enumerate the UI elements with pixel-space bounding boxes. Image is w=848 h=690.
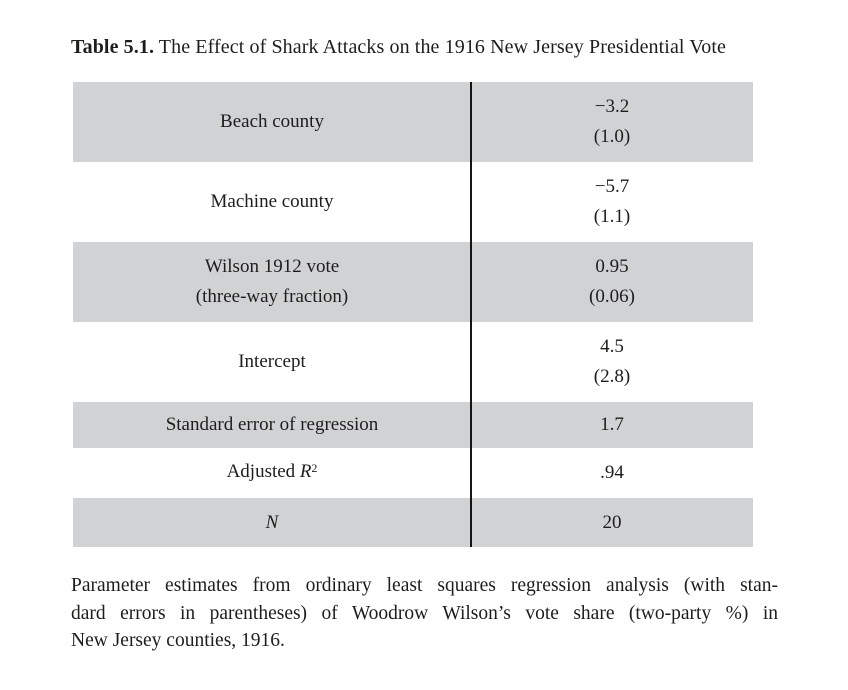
table-footnote: Parameter estimates from ordinary least … [71, 572, 778, 655]
label-text: N [265, 511, 279, 533]
row-value-line: (1.0) [593, 126, 631, 147]
row-label-line: Intercept [238, 347, 306, 377]
label-text: Machine county [210, 191, 334, 212]
table-row: Adjusted R2 .94 [73, 448, 753, 498]
table-row: N 20 [73, 498, 753, 547]
label-text: 2 [311, 461, 318, 475]
row-label-cell: Beach county [73, 82, 471, 162]
row-label-line: Machine county [211, 187, 334, 217]
label-text: Beach county [220, 111, 324, 132]
table-row: Standard error of regression 1.7 [73, 402, 753, 448]
row-label-line: Standard error of regression [166, 410, 379, 440]
row-value-line: 1.7 [600, 414, 624, 435]
footnote-line-2: dard errors in parentheses) of Woodrow W… [71, 602, 778, 624]
label-text: Adjusted [226, 461, 300, 482]
row-label-line: Beach county [220, 107, 324, 137]
row-value-cell: .94 [471, 448, 753, 498]
table-caption-number: Table 5.1. [71, 36, 155, 58]
label-text: (three-way fraction) [195, 286, 349, 307]
row-label-cell: N [73, 498, 471, 547]
row-label-cell: Adjusted R2 [73, 448, 471, 498]
row-value-line: 4.5 [600, 336, 624, 357]
table-rows: Beach county −3.2 (1.0) Machine county −5.7 (… [73, 82, 753, 547]
row-value-cell: 0.95 (0.06) [471, 242, 753, 322]
label-text: R [299, 461, 312, 482]
row-label-line: (three-way fraction) [196, 282, 348, 312]
row-value-line: .94 [600, 462, 624, 483]
table-row: Wilson 1912 vote (three-way fraction) 0.95… [73, 242, 753, 322]
row-value-line: −3.2 [594, 96, 630, 117]
row-label-line: Wilson 1912 vote [205, 252, 339, 282]
row-value-line: (0.06) [589, 286, 635, 307]
table-row: Intercept 4.5 (2.8) [73, 322, 753, 402]
table-caption-title: The Effect of Shark Attacks on the 1916 … [154, 36, 727, 58]
row-label-cell: Standard error of regression [73, 402, 471, 448]
table-caption: Table 5.1. The Effect of Shark Attacks o… [71, 36, 726, 59]
row-label-line: N [266, 508, 279, 538]
footnote-line-1: Parameter estimates from ordinary least … [71, 575, 778, 596]
row-value-line: 20 [602, 511, 622, 533]
row-value-cell: −3.2 (1.0) [471, 82, 753, 162]
label-text: Standard error of regression [165, 414, 379, 435]
label-text: Intercept [238, 351, 306, 372]
table-row: Beach county −3.2 (1.0) [73, 82, 753, 162]
row-value-cell: −5.7 (1.1) [471, 162, 753, 242]
regression-table: Beach county −3.2 (1.0) Machine county −5.7 (… [73, 82, 753, 547]
row-label-line: Adjusted R2 [227, 457, 318, 489]
column-divider-rule [470, 82, 472, 547]
row-value-line: (2.8) [593, 366, 631, 387]
row-value-line: −5.7 [594, 176, 630, 197]
row-label-cell: Machine county [73, 162, 471, 242]
row-value-line: 0.95 [595, 256, 629, 277]
row-label-cell: Intercept [73, 322, 471, 402]
footnote-line-3: New Jersey counties, 1916. [71, 630, 285, 651]
row-value-cell: 20 [471, 498, 753, 547]
row-value-line: (1.1) [593, 206, 631, 227]
row-value-cell: 1.7 [471, 402, 753, 448]
row-label-cell: Wilson 1912 vote (three-way fraction) [73, 242, 471, 322]
label-text: Wilson 1912 vote [204, 256, 340, 277]
table-row: Machine county −5.7 (1.1) [73, 162, 753, 242]
row-value-cell: 4.5 (2.8) [471, 322, 753, 402]
